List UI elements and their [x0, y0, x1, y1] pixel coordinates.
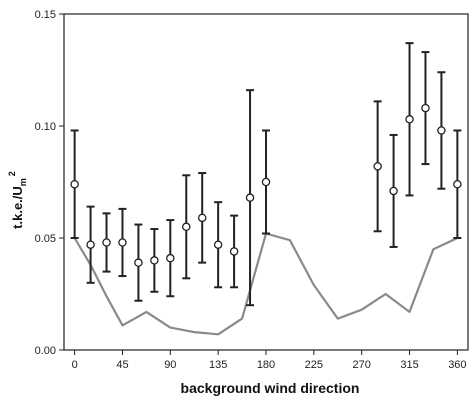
y-axis-label: t.k.e./Um2 [7, 171, 28, 229]
data-point [70, 179, 79, 189]
x-axis-title: background wind direction [181, 380, 360, 396]
data-point [86, 240, 95, 249]
y-tick-label: 0.00 [35, 345, 56, 357]
x-tick-label: 90 [164, 359, 176, 371]
x-tick-label: 45 [116, 359, 128, 371]
x-axis-label: background wind direction [181, 380, 360, 396]
data-point [102, 238, 111, 247]
data-point [389, 186, 398, 196]
x-tick-label: 225 [305, 359, 323, 371]
y-axis-label-main: t.k.e./U [10, 186, 25, 229]
data-point [182, 222, 191, 232]
data-point [197, 213, 207, 223]
x-tick-label: 270 [353, 359, 371, 371]
tke-line-series [73, 232, 458, 336]
y-tick-label: 0.15 [35, 9, 56, 21]
data-point [261, 177, 271, 187]
x-tick-label: 360 [448, 359, 466, 371]
y-axis-label-superscript: 2 [7, 171, 17, 176]
y-tick-label: 0.10 [35, 121, 56, 133]
x-tick-label: 180 [257, 359, 275, 371]
y-tick-label: 0.05 [35, 233, 56, 245]
x-tick-label: 135 [209, 359, 227, 371]
data-point [213, 240, 223, 249]
data-point [405, 115, 414, 124]
data-point [166, 253, 175, 263]
plot-marks: 0 45 90 135 180 225 270 315 360 0.00 0.05 0.10 0.15 [35, 9, 469, 371]
y-axis-label-subscript: m [18, 178, 28, 186]
data-point [118, 238, 127, 247]
data-point [421, 103, 430, 113]
x-tick-label: 0 [72, 359, 78, 371]
data-point [373, 162, 382, 171]
data-point [245, 193, 255, 202]
y-axis-title: t.k.e./Um2 [7, 171, 28, 229]
data-point [437, 126, 446, 135]
data-point [453, 179, 462, 189]
data-point [229, 247, 239, 256]
data-point [150, 256, 159, 265]
x-tick-label: 315 [400, 359, 418, 371]
data-point [134, 258, 143, 267]
